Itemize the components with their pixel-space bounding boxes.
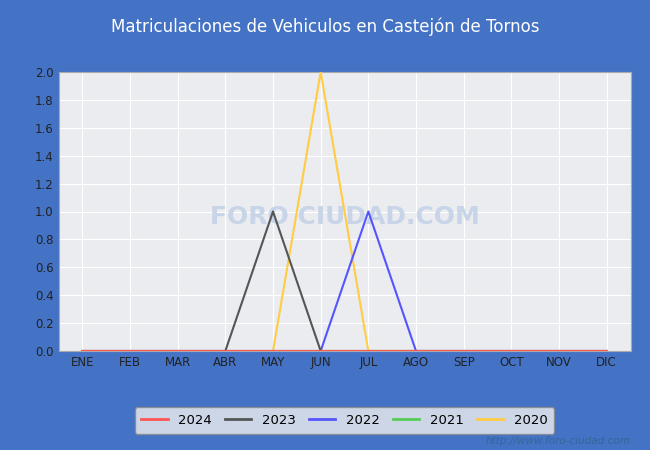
Text: FORO CIUDAD.COM: FORO CIUDAD.COM: [209, 205, 480, 229]
Text: http://www.foro-ciudad.com: http://www.foro-ciudad.com: [486, 436, 630, 446]
Text: Matriculaciones de Vehiculos en Castejón de Tornos: Matriculaciones de Vehiculos en Castejón…: [111, 18, 540, 36]
Legend: 2024, 2023, 2022, 2021, 2020: 2024, 2023, 2022, 2021, 2020: [135, 408, 554, 434]
